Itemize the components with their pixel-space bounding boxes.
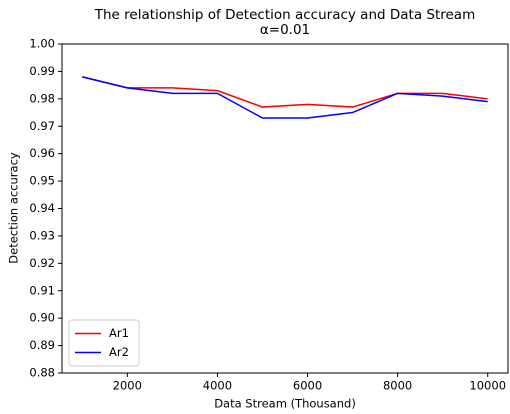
x-tick-label: 4000 — [203, 379, 232, 393]
x-tick-label: 2000 — [113, 379, 142, 393]
legend-label: Ar1 — [109, 326, 129, 340]
y-tick-label: 0.95 — [29, 174, 55, 188]
chart-title: The relationship of Detection accuracy a… — [94, 7, 475, 23]
x-tick-label: 8000 — [383, 379, 412, 393]
legend-box — [68, 319, 140, 367]
y-tick-label: 0.92 — [29, 256, 55, 270]
y-tick-label: 0.94 — [29, 201, 55, 215]
y-tick-label: 0.99 — [29, 64, 55, 78]
y-tick-label: 0.93 — [29, 228, 55, 242]
y-tick-label: 0.97 — [29, 119, 55, 133]
y-tick-label: 0.89 — [29, 338, 55, 352]
y-tick-label: 0.91 — [29, 283, 55, 297]
x-tick-label: 10000 — [469, 379, 506, 393]
y-tick-label: 0.96 — [29, 146, 55, 160]
series-line — [82, 76, 488, 119]
y-axis-label: Detection accuracy — [7, 152, 21, 264]
chart-subtitle: α=0.01 — [260, 22, 310, 38]
legend-label: Ar2 — [109, 345, 129, 359]
y-tick-label: 0.88 — [29, 366, 55, 380]
y-tick-label: 0.98 — [29, 91, 55, 105]
x-axis-label: Data Stream (Thousand) — [214, 397, 356, 411]
y-tick-label: 0.90 — [29, 311, 55, 325]
series-line — [82, 76, 488, 108]
x-tick-label: 6000 — [293, 379, 322, 393]
y-tick-label: 1.00 — [29, 37, 55, 51]
